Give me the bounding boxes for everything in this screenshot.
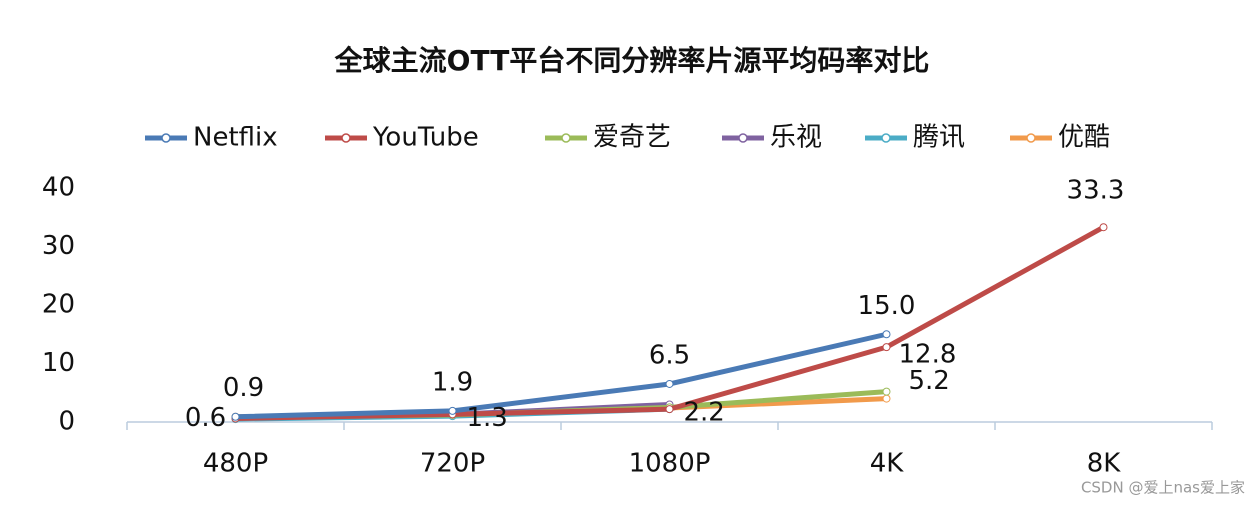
data-label: 0.9: [223, 373, 264, 403]
data-point: [882, 394, 891, 403]
data-label: 0.6: [185, 403, 226, 433]
data-label: 6.5: [649, 340, 690, 370]
data-point: [1099, 223, 1108, 232]
series-line: [235, 225, 1105, 421]
legend-marker: [1026, 133, 1036, 143]
data-point: [665, 405, 674, 414]
data-point: [882, 330, 891, 339]
legend-marker: [738, 133, 748, 143]
data-label: 12.8: [899, 340, 957, 370]
data-label: 2.2: [684, 398, 725, 428]
x-tick-label: 8K: [1087, 449, 1122, 479]
x-tick-label: 720P: [420, 449, 485, 479]
data-point: [882, 387, 891, 396]
legend-label: 乐视: [770, 123, 822, 153]
data-point: [448, 406, 457, 415]
y-tick-label: 10: [42, 348, 75, 378]
data-label: 1.3: [467, 403, 508, 433]
y-tick-label: 30: [42, 231, 75, 261]
data-point: [665, 379, 674, 388]
legend-marker: [881, 133, 891, 143]
chart-title: 全球主流OTT平台不同分辨率片源平均码率对比: [334, 44, 930, 77]
data-point: [231, 412, 240, 421]
data-label: 1.9: [432, 367, 473, 397]
data-label: 15.0: [858, 291, 916, 321]
y-tick-label: 40: [42, 173, 75, 203]
y-tick-label: 0: [58, 407, 75, 437]
legend-label: 腾讯: [913, 123, 965, 153]
legend-label: 优酷: [1058, 123, 1110, 153]
data-label: 33.3: [1067, 176, 1125, 206]
data-label: 5.2: [909, 366, 950, 396]
legend-label: YouTube: [372, 123, 479, 153]
legend-marker: [561, 133, 571, 143]
x-tick-label: 4K: [870, 449, 905, 479]
legend-marker: [341, 133, 351, 143]
legend-label: 爱奇艺: [593, 123, 671, 153]
x-tick-label: 1080P: [629, 449, 711, 479]
legend-marker: [161, 133, 171, 143]
data-point: [882, 343, 891, 352]
series-line: [235, 331, 888, 420]
y-tick-label: 20: [42, 290, 75, 320]
watermark: CSDN @爱上nas爱上家: [1081, 479, 1245, 497]
x-tick-label: 480P: [203, 449, 268, 479]
legend-label: Netflix: [193, 123, 278, 153]
